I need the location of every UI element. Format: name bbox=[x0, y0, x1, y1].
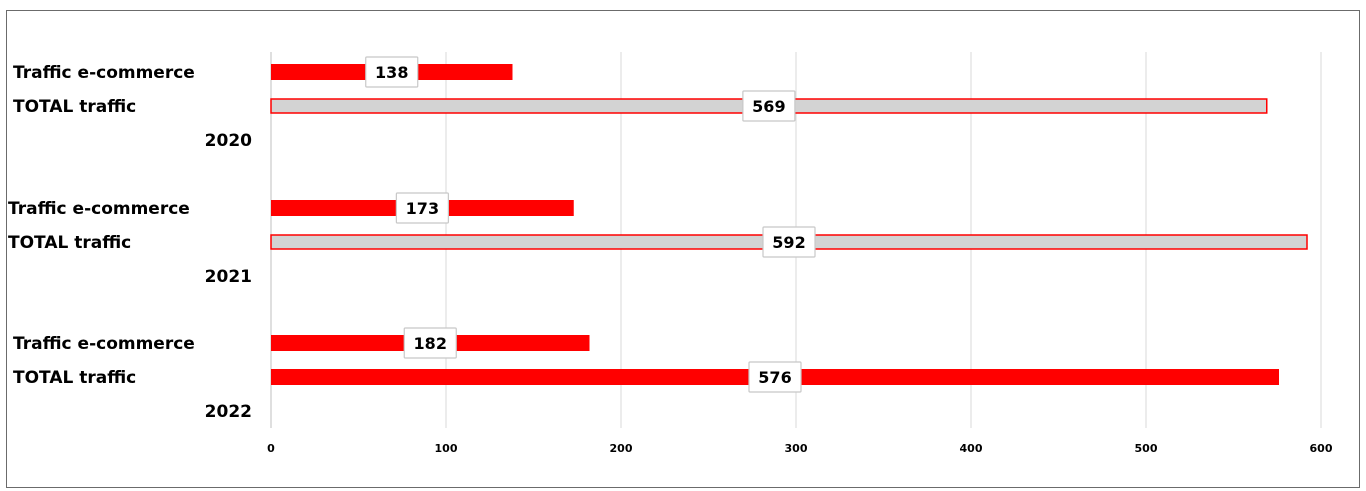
year-label: 2022 bbox=[205, 402, 252, 422]
category-label: Traffic e-commerce bbox=[8, 199, 190, 219]
data-label: 173 bbox=[406, 199, 439, 218]
x-tick-label: 0 bbox=[267, 442, 275, 455]
data-label-box bbox=[365, 56, 419, 88]
data-label: 576 bbox=[758, 368, 791, 387]
year-group-2021: Traffic e-commerce 173 TOTAL traffic 592 202… bbox=[8, 192, 1308, 287]
data-label-box bbox=[403, 327, 457, 359]
year-group-2020: Traffic e-commerce 138 TOTAL traffic 569 202… bbox=[13, 56, 1268, 151]
x-tick-label: 400 bbox=[960, 442, 983, 455]
x-tick-label: 200 bbox=[610, 442, 633, 455]
data-label-box bbox=[395, 192, 449, 224]
data-label: 592 bbox=[772, 233, 805, 252]
year-group-2022: Traffic e-commerce 182 TOTAL traffic 576 202… bbox=[13, 327, 1279, 422]
data-label-box bbox=[742, 90, 796, 122]
category-label: TOTAL traffic bbox=[13, 368, 136, 388]
x-tick-label: 500 bbox=[1135, 442, 1158, 455]
data-label: 138 bbox=[375, 63, 408, 82]
data-label: 182 bbox=[414, 334, 447, 353]
category-label: Traffic e-commerce bbox=[13, 63, 195, 83]
x-tick-label: 100 bbox=[435, 442, 458, 455]
data-label: 569 bbox=[752, 97, 785, 116]
x-tick-label: 600 bbox=[1310, 442, 1333, 455]
x-tick-label: 300 bbox=[785, 442, 808, 455]
year-label: 2020 bbox=[205, 131, 252, 151]
year-label: 2021 bbox=[205, 267, 252, 287]
category-label: TOTAL traffic bbox=[8, 233, 131, 253]
category-label: Traffic e-commerce bbox=[13, 334, 195, 354]
category-label: TOTAL traffic bbox=[13, 97, 136, 117]
data-label-box bbox=[748, 361, 802, 393]
data-label-box bbox=[762, 226, 816, 258]
